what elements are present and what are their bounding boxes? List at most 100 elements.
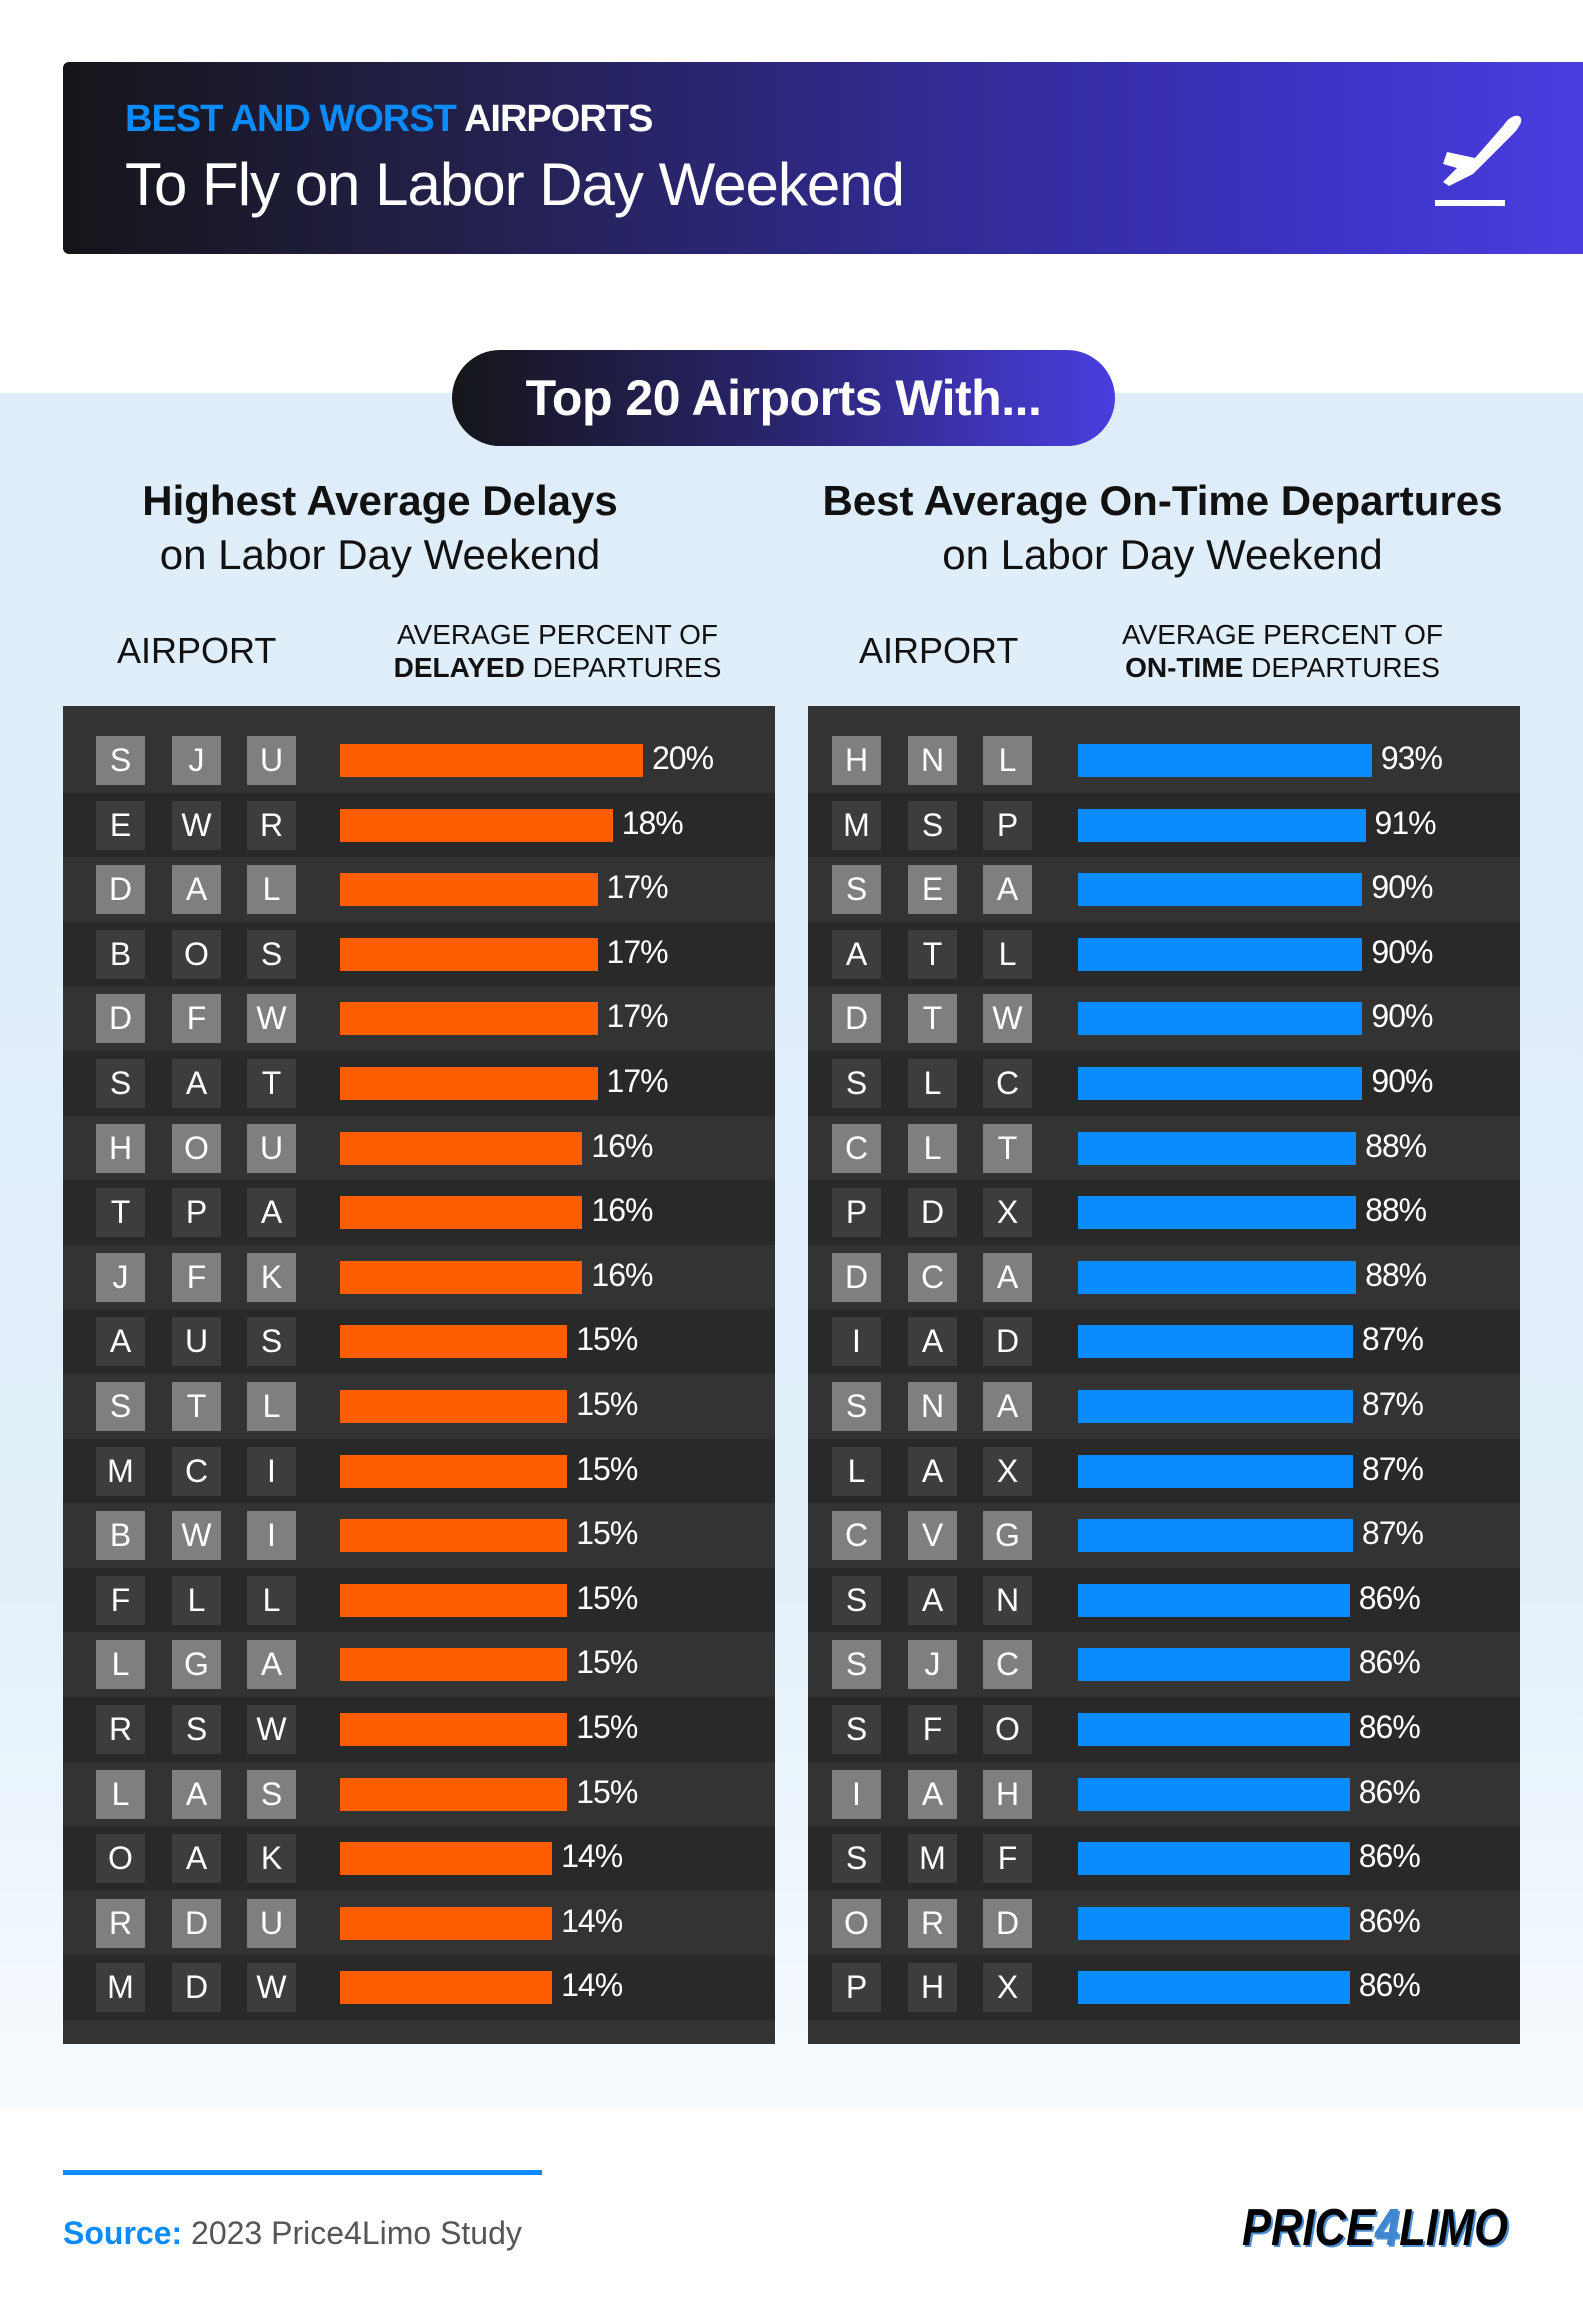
value-label: 87%	[1361, 1321, 1424, 1358]
value-label: 15%	[576, 1773, 638, 1810]
bar	[340, 1519, 568, 1553]
airport-letter-tile: C	[832, 1511, 881, 1561]
airport-letter-tile: F	[172, 1252, 221, 1302]
table-row: J F K 16%	[63, 1245, 775, 1310]
airport-letter-tile: B	[96, 929, 145, 979]
airport-letter-tile: O	[172, 929, 221, 979]
airport-letter-tile: C	[832, 1123, 881, 1173]
airport-letter-tile: D	[172, 1963, 221, 2013]
value-label: 17%	[606, 933, 669, 970]
table-row: O A K 14%	[63, 1826, 775, 1891]
airport-letter-tile: U	[247, 736, 296, 785]
table-row: R D U 14%	[63, 1891, 775, 1956]
bar	[1078, 1713, 1350, 1746]
airport-letter-tile: S	[908, 800, 957, 850]
airport-letter-tile: S	[832, 865, 881, 915]
airport-letter-tile: W	[983, 994, 1032, 1044]
value-label: 17%	[606, 1063, 669, 1099]
airport-letter-tile: L	[247, 1382, 296, 1431]
table-row: P D X 88%	[808, 1180, 1520, 1245]
airport-letter-tile: W	[247, 1705, 296, 1754]
bar	[1078, 1842, 1350, 1876]
airport-letter-tile: D	[832, 1252, 881, 1302]
airport-letter-tile: S	[832, 1705, 881, 1754]
table-row: S L C 90%	[808, 1051, 1520, 1116]
source-note: Source: 2023 Price4Limo Study	[63, 2215, 522, 2252]
table-row: B O S 17%	[63, 921, 775, 987]
header-kicker: BEST AND WORST AIRPORTS	[125, 98, 653, 141]
value-label: 86%	[1358, 1773, 1421, 1810]
airport-letter-tile: N	[983, 1575, 1032, 1625]
airport-letter-tile: P	[983, 800, 1032, 850]
airport-letter-tile: T	[908, 994, 957, 1044]
airport-letter-tile: G	[983, 1511, 1032, 1561]
value-label: 15%	[576, 1579, 638, 1616]
bar	[340, 1454, 568, 1488]
airport-letter-tile: S	[247, 1769, 296, 1819]
bar	[340, 1002, 598, 1036]
table-row: H O U 16%	[63, 1116, 775, 1181]
right-col-value: AVERAGE PERCENT OF ON-TIME DEPARTURES	[1100, 618, 1465, 684]
value-label: 16%	[591, 1256, 653, 1293]
airport-letter-tile: K	[247, 1834, 296, 1884]
svg-text:PRICE4LIMO: PRICE4LIMO	[1242, 2199, 1508, 2257]
table-row: F L L 15%	[63, 1567, 775, 1633]
airport-letter-tile: S	[832, 1575, 881, 1625]
value-label: 17%	[606, 869, 669, 906]
table-row: I A D 87%	[808, 1309, 1520, 1374]
value-label: 88%	[1365, 1256, 1427, 1293]
bar	[340, 1067, 598, 1100]
bar	[1078, 744, 1372, 777]
airport-letter-tile: S	[832, 1640, 881, 1690]
table-row: L A S 15%	[63, 1762, 775, 1827]
kicker-white: AIRPORTS	[463, 98, 653, 140]
airport-letter-tile: R	[247, 800, 296, 850]
airport-letter-tile: T	[247, 1059, 296, 1108]
table-row: M D W 14%	[63, 1955, 775, 2020]
airport-letter-tile: I	[247, 1511, 296, 1561]
bar	[340, 1777, 568, 1811]
airport-letter-tile: S	[832, 1382, 881, 1431]
airport-letter-tile: L	[983, 736, 1032, 785]
value-label: 15%	[576, 1450, 638, 1487]
table-row: A T L 90%	[808, 921, 1520, 987]
value-label: 91%	[1374, 804, 1437, 841]
airport-letter-tile: L	[832, 1446, 881, 1496]
airport-letter-tile: L	[172, 1575, 221, 1625]
right-col-value-bold: ON-TIME	[1125, 652, 1244, 683]
bar	[1078, 1971, 1350, 2005]
value-label: 86%	[1358, 1967, 1421, 2004]
bar	[1078, 1454, 1353, 1488]
airport-letter-tile: L	[908, 1123, 957, 1173]
airport-letter-tile: D	[983, 1317, 1032, 1367]
right-title: Best Average On-Time Departures	[822, 477, 1503, 524]
value-label: 90%	[1371, 998, 1433, 1035]
bar	[1078, 808, 1366, 842]
value-label: 90%	[1371, 869, 1433, 906]
airport-letter-tile: O	[96, 1834, 145, 1884]
airport-letter-tile: H	[832, 736, 881, 785]
airport-letter-tile: A	[832, 929, 881, 979]
airport-letter-tile: D	[983, 1898, 1032, 1948]
table-row: I A H 86%	[808, 1762, 1520, 1827]
table-row: S J U 20%	[63, 728, 775, 793]
bar	[340, 1906, 553, 1940]
bar	[340, 1842, 553, 1876]
airport-letter-tile: U	[247, 1123, 296, 1173]
airport-letter-tile: A	[172, 1059, 221, 1108]
airport-letter-tile: S	[247, 929, 296, 979]
value-label: 15%	[576, 1644, 638, 1681]
airport-letter-tile: C	[908, 1252, 957, 1302]
airport-letter-tile: H	[96, 1123, 145, 1173]
bar	[1078, 1260, 1357, 1294]
bar	[1078, 1390, 1353, 1423]
bar	[340, 1648, 568, 1682]
airport-letter-tile: A	[983, 1382, 1032, 1431]
airport-letter-tile: T	[908, 929, 957, 979]
bar	[1078, 873, 1363, 907]
airport-letter-tile: U	[247, 1898, 296, 1948]
bar	[340, 1196, 583, 1230]
source-text: 2023 Price4Limo Study	[191, 2215, 522, 2251]
airport-letter-tile: X	[983, 1963, 1032, 2013]
airport-letter-tile: O	[832, 1898, 881, 1948]
